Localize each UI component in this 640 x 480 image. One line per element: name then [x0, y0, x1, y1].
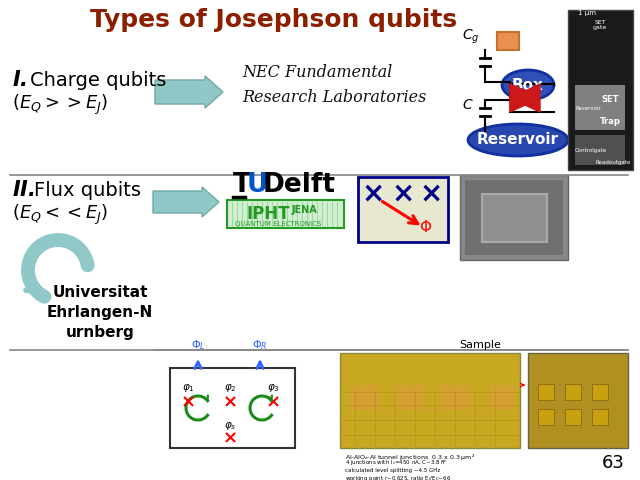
FancyBboxPatch shape [440, 385, 470, 410]
Text: $\bfit{II}$.: $\bfit{II}$. [12, 180, 35, 200]
FancyBboxPatch shape [340, 353, 520, 448]
FancyBboxPatch shape [592, 409, 608, 425]
Text: $\varphi_s$: $\varphi_s$ [224, 420, 236, 432]
Text: Reservoir: Reservoir [575, 106, 601, 111]
Text: Types of Josephson qubits: Types of Josephson qubits [90, 8, 457, 32]
Text: Flux qubits: Flux qubits [34, 180, 141, 200]
Text: T: T [233, 172, 251, 198]
FancyBboxPatch shape [538, 384, 554, 400]
Text: Trap: Trap [600, 118, 620, 127]
FancyBboxPatch shape [592, 384, 608, 400]
Text: $\Phi_L$: $\Phi_L$ [191, 338, 205, 352]
Text: U: U [247, 172, 268, 198]
FancyBboxPatch shape [170, 368, 295, 448]
Text: ×: × [362, 180, 385, 208]
FancyBboxPatch shape [465, 180, 563, 255]
Text: $(E_Q >> E_J)$: $(E_Q >> E_J)$ [12, 93, 108, 117]
Text: JENA: JENA [291, 205, 317, 215]
Text: Readoutgate: Readoutgate [596, 160, 632, 165]
Text: Controlgate: Controlgate [575, 148, 607, 153]
Text: ×: × [419, 180, 443, 208]
Text: $C$: $C$ [462, 98, 474, 112]
Text: $(E_Q << E_J)$: $(E_Q << E_J)$ [12, 203, 108, 227]
FancyBboxPatch shape [575, 85, 625, 130]
Text: SET: SET [601, 96, 619, 105]
FancyBboxPatch shape [565, 409, 581, 425]
FancyBboxPatch shape [482, 194, 547, 242]
Text: Sample: Sample [459, 340, 501, 350]
Text: 4 junctions with I$_c$=450 nA, C~3.8 fF
calculated level splitting ~4.5 GHz
work: 4 junctions with I$_c$=450 nA, C~3.8 fF … [345, 458, 451, 480]
FancyBboxPatch shape [358, 177, 448, 242]
FancyBboxPatch shape [565, 384, 581, 400]
Text: Universitat
Ehrlangen-N
urnberg: Universitat Ehrlangen-N urnberg [47, 285, 153, 340]
Text: $\varphi_2$: $\varphi_2$ [223, 382, 236, 394]
Text: $\Phi_R$: $\Phi_R$ [252, 338, 268, 352]
FancyBboxPatch shape [538, 409, 554, 425]
Text: SET
gate: SET gate [593, 20, 607, 30]
FancyBboxPatch shape [350, 385, 380, 410]
Text: $\bfit{I}$.: $\bfit{I}$. [12, 70, 27, 90]
Text: ×: × [266, 393, 280, 411]
Text: Charge qubits: Charge qubits [30, 71, 166, 89]
Text: NEC Fundamental
Research Laboratories: NEC Fundamental Research Laboratories [242, 64, 426, 106]
Text: 63: 63 [602, 454, 625, 472]
FancyBboxPatch shape [395, 385, 425, 410]
Polygon shape [510, 84, 540, 112]
Text: $\varphi_3$: $\varphi_3$ [266, 382, 280, 394]
FancyArrow shape [155, 76, 223, 108]
Text: ×: × [223, 429, 237, 447]
FancyBboxPatch shape [497, 32, 519, 50]
FancyBboxPatch shape [568, 10, 633, 170]
Text: ×: × [180, 393, 196, 411]
Ellipse shape [468, 124, 568, 156]
Text: ×: × [223, 393, 237, 411]
Text: $\Phi$: $\Phi$ [419, 219, 433, 235]
FancyBboxPatch shape [528, 353, 628, 448]
Text: 1 μm: 1 μm [578, 10, 596, 16]
FancyBboxPatch shape [460, 175, 568, 260]
Text: Al-AlO$_x$-Al tunnel junctions  0.3 x 0.3 μm²: Al-AlO$_x$-Al tunnel junctions 0.3 x 0.3… [345, 452, 475, 462]
Text: ×: × [392, 180, 415, 208]
FancyBboxPatch shape [227, 200, 344, 228]
Text: IPHT: IPHT [246, 205, 290, 223]
FancyArrow shape [153, 187, 219, 217]
FancyBboxPatch shape [490, 385, 515, 410]
Polygon shape [510, 84, 540, 110]
Ellipse shape [502, 70, 554, 100]
Text: $\varphi_1$: $\varphi_1$ [182, 382, 195, 394]
Text: QUANTUM ELECTRONICS: QUANTUM ELECTRONICS [235, 221, 321, 227]
FancyBboxPatch shape [575, 135, 625, 165]
Text: $C_g$: $C_g$ [462, 28, 479, 46]
Text: Delft: Delft [263, 172, 336, 198]
Polygon shape [510, 84, 540, 112]
Text: Box: Box [512, 77, 544, 93]
Text: Reservoir: Reservoir [477, 132, 559, 147]
